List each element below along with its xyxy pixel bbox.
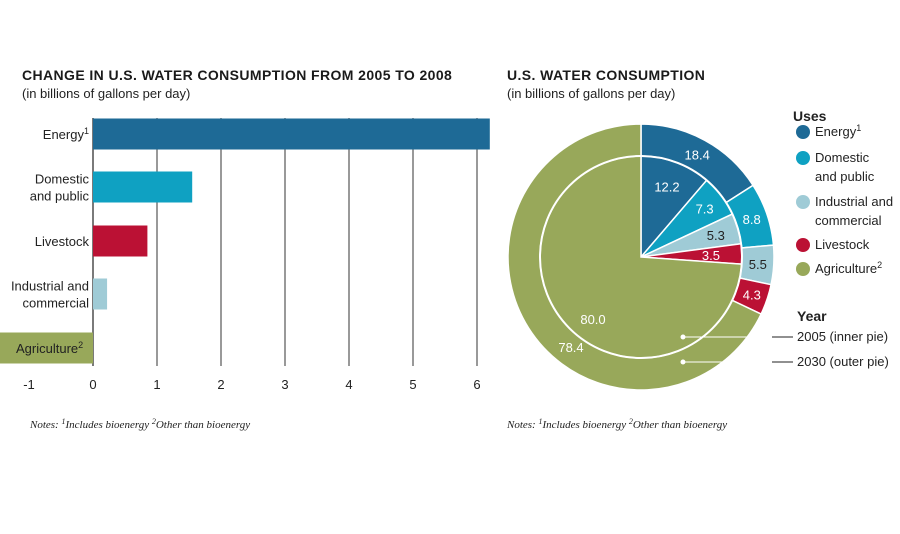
bar-domestic — [93, 171, 193, 203]
pie-notes: Notes: 1Includes bioenergy 2Other than b… — [506, 417, 727, 431]
legend-swatch-energy — [796, 125, 810, 139]
inner-value-label: 80.0 — [580, 312, 605, 327]
bar-livestock — [93, 225, 148, 257]
x-tick-label: 5 — [409, 377, 416, 392]
inner-value-label: 7.3 — [696, 202, 714, 217]
year-legend-label: 2005 (inner pie) — [797, 329, 888, 344]
x-tick-label: 6 — [473, 377, 480, 392]
legend-label: commercial — [815, 213, 882, 228]
x-tick-label: 0 — [89, 377, 96, 392]
x-tick-label: 3 — [281, 377, 288, 392]
pie-chart-subtitle: (in billions of gallons per day) — [507, 86, 675, 101]
legend-year-title: Year — [797, 308, 827, 324]
legend-label: Agriculture2 — [815, 260, 882, 276]
bar-industrial — [93, 278, 108, 310]
outer-value-label: 8.8 — [743, 212, 761, 227]
bar-category-label: and public — [30, 189, 90, 204]
legend-swatch-domestic — [796, 151, 810, 165]
pie-chart-title: U.S. WATER CONSUMPTION — [507, 67, 705, 83]
legend-label: Domestic — [815, 150, 870, 165]
outer-value-label: 4.3 — [743, 288, 761, 303]
bar-category-label: Energy1 — [43, 126, 89, 142]
bar-category-label: Livestock — [35, 234, 90, 249]
bar-category-labels: Energy1 Domestic and public Livestock Indust… — [11, 126, 90, 356]
legend-label: Energy1 — [815, 123, 861, 139]
bar-gridlines — [92, 118, 478, 366]
legend-label: and public — [815, 169, 875, 184]
legend-swatch-industrial — [796, 195, 810, 209]
outer-value-label: 78.4 — [558, 340, 583, 355]
bar-tick-labels: -1 0 1 2 3 4 5 6 — [23, 377, 480, 392]
legend-label: Industrial and — [815, 194, 893, 209]
x-tick-label: 4 — [345, 377, 352, 392]
inner-value-label: 12.2 — [654, 180, 679, 195]
legend-swatch-agriculture — [796, 262, 810, 276]
bar-chart-subtitle: (in billions of gallons per day) — [22, 86, 190, 101]
year-legend-label: 2030 (outer pie) — [797, 354, 889, 369]
bar-chart-title: CHANGE IN U.S. WATER CONSUMPTION FROM 20… — [22, 67, 452, 83]
legend-uses-title: Uses — [793, 108, 827, 124]
bar-category-label: Agriculture2 — [16, 340, 83, 356]
x-tick-label: 2 — [217, 377, 224, 392]
bar-category-label: Domestic — [35, 172, 90, 187]
legend-label: Livestock — [815, 237, 870, 252]
pie-value-labels: 12.2 7.3 5.3 3.5 80.0 18.4 8.8 5.5 4.3 78.4 — [558, 147, 766, 355]
year-legend: Year 2005 (inner pie) 2030 (outer pie) — [680, 308, 889, 369]
inner-value-label: 3.5 — [702, 248, 720, 263]
bar-agriculture — [0, 332, 93, 364]
x-tick-label: -1 — [23, 377, 35, 392]
bar-notes: Notes: 1Includes bioenergy 2Other than b… — [29, 417, 250, 431]
legend-swatch-livestock — [796, 238, 810, 252]
bar-category-label: commercial — [23, 296, 90, 311]
inner-value-label: 5.3 — [707, 228, 725, 243]
bar-category-label: Industrial and — [11, 279, 89, 294]
inner-pie — [539, 155, 743, 359]
outer-value-label: 5.5 — [749, 257, 767, 272]
x-tick-label: 1 — [153, 377, 160, 392]
inner-pie-ring — [539, 155, 743, 359]
bar-energy — [93, 118, 490, 150]
bar-marks — [0, 118, 490, 364]
outer-value-label: 18.4 — [685, 147, 710, 162]
